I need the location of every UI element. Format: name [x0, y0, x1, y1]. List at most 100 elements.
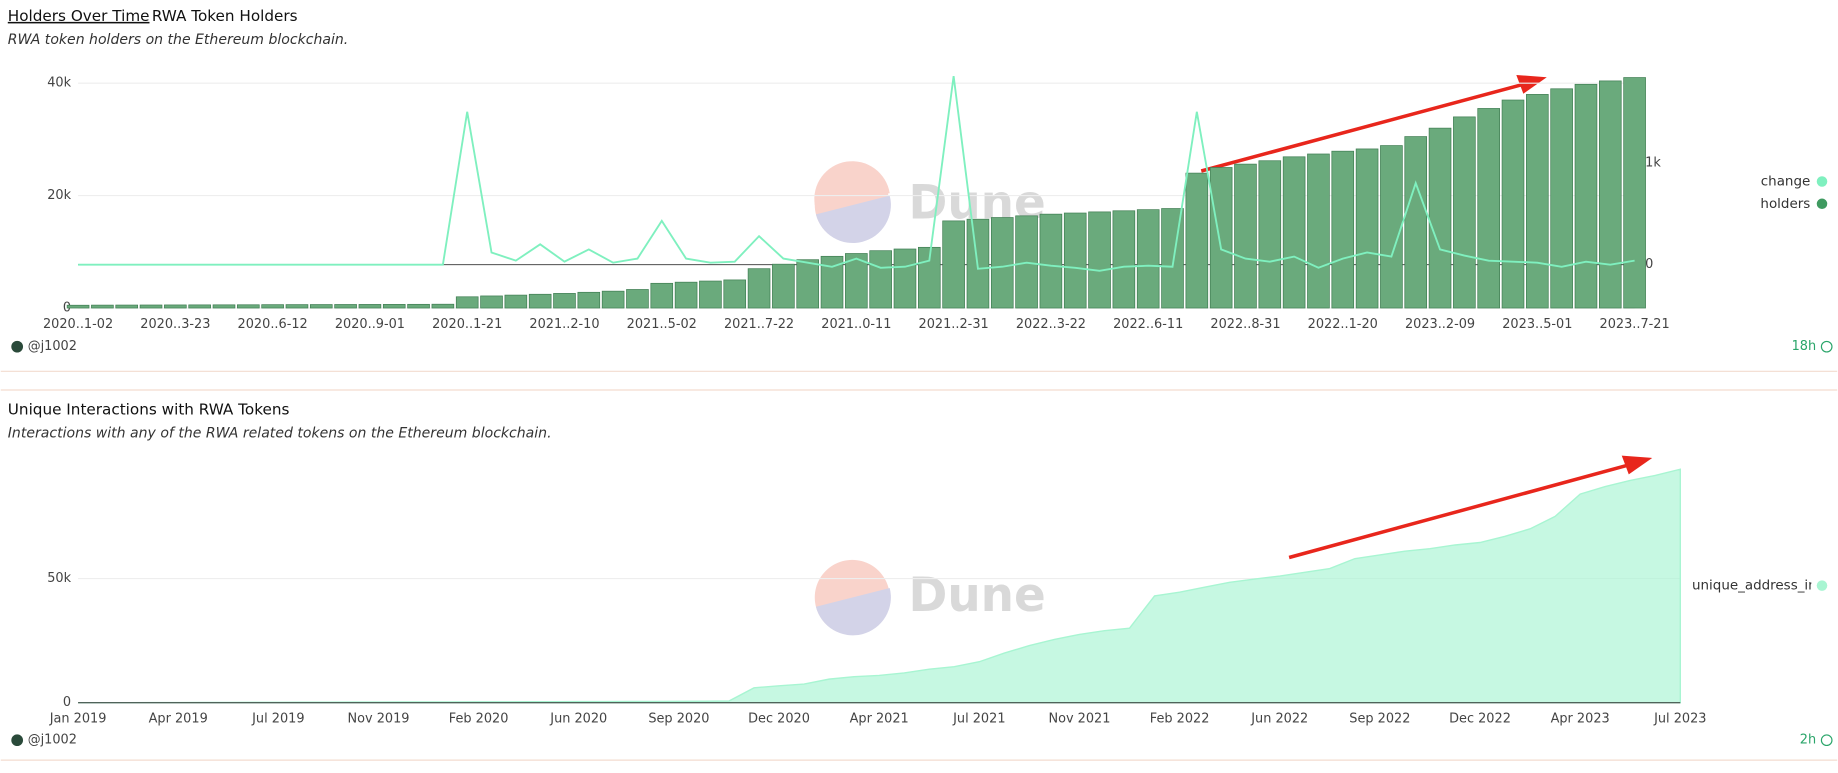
x-tick-label: Sep 2022 [1349, 712, 1410, 727]
legend-dot [1816, 198, 1828, 210]
bar [1331, 150, 1355, 309]
bar [382, 304, 406, 309]
bar [1112, 210, 1136, 309]
watermark-text: Dune [908, 569, 1045, 623]
y-tick-label: 50k [47, 571, 71, 586]
bar [407, 303, 430, 309]
x-tick-label: Dec 2020 [748, 712, 810, 727]
bar [1501, 99, 1525, 309]
x-tick-label: Dec 2022 [1449, 712, 1511, 727]
bar [1234, 163, 1257, 309]
avatar[interactable] [11, 340, 24, 353]
author[interactable]: @j1002 [28, 339, 77, 354]
bar [1209, 167, 1233, 309]
bar [650, 282, 674, 309]
x-tick-label: Jul 2019 [251, 712, 304, 727]
x-tick-label: 2020..6-12 [238, 317, 308, 332]
bar [869, 250, 892, 309]
x-tick-label: Jun 2020 [549, 712, 607, 727]
x-tick-label: 2020..1-02 [43, 317, 113, 332]
area [78, 468, 1681, 704]
x-tick-label: 2023..5-01 [1502, 317, 1572, 332]
bar [164, 304, 187, 309]
chart-title[interactable]: Holders Over Time [8, 7, 150, 25]
bar [845, 253, 868, 309]
x-tick-label: Jun 2022 [1250, 712, 1308, 727]
bar [139, 304, 163, 309]
bar [772, 263, 795, 309]
updated-icon [1820, 340, 1833, 353]
bar [893, 248, 917, 309]
bar [455, 296, 479, 309]
x-tick-label: 2020..3-23 [140, 317, 210, 332]
bar [1598, 80, 1622, 309]
bar [1380, 145, 1403, 309]
bar [1088, 211, 1111, 309]
chart-subtitle: RWA token holders on the Ethereum blockc… [8, 32, 348, 48]
chart-tab[interactable]: RWA Token Holders [152, 7, 298, 25]
y-tick-label: 0 [63, 695, 71, 710]
x-tick-label: 2020..9-01 [335, 317, 405, 332]
bar [796, 259, 819, 309]
x-tick-label: Jul 2023 [1653, 712, 1706, 727]
x-tick-label: 2022..3-22 [1016, 317, 1086, 332]
x-tick-label: 2023..2-09 [1405, 317, 1475, 332]
x-tick-label: Apr 2021 [850, 712, 909, 727]
bar [91, 304, 114, 309]
updated: 18h [1792, 339, 1817, 354]
bar [237, 304, 260, 309]
watermark: Dune [814, 161, 1046, 244]
legend-label: holders [1760, 197, 1810, 212]
y-tick-label: 40k [47, 76, 71, 91]
bar [820, 255, 844, 309]
bar [1136, 209, 1160, 309]
line [78, 76, 1635, 272]
bar [1185, 172, 1209, 309]
x-tick-label: 2022..1-20 [1308, 317, 1378, 332]
x-tick-label: 2021..7-22 [724, 317, 794, 332]
x-tick-label: Nov 2021 [1048, 712, 1110, 727]
bar [66, 304, 90, 309]
chart-subtitle: Interactions with any of the RWA related… [8, 425, 552, 441]
bar [747, 268, 771, 309]
bar [528, 293, 552, 309]
bar [674, 281, 698, 309]
annotation-arrow [1288, 455, 1653, 560]
legend-label: change [1761, 175, 1811, 190]
bar [553, 293, 576, 309]
x-tick-label: 2022..8-31 [1210, 317, 1280, 332]
x-tick-label: Jan 2019 [49, 712, 107, 727]
bar [1282, 156, 1306, 309]
author[interactable]: @j1002 [28, 733, 77, 748]
x-tick-label: Jul 2021 [952, 712, 1005, 727]
bar [285, 304, 309, 309]
bar [309, 304, 333, 309]
bar [358, 304, 382, 309]
legend-item[interactable]: holders [1760, 197, 1810, 212]
x-tick-label: 2021..5-02 [627, 317, 697, 332]
chart-title: Unique Interactions with RWA Tokens [8, 400, 290, 418]
x-tick-label: 2020..1-21 [432, 317, 502, 332]
bar [504, 294, 528, 309]
legend-item[interactable]: change [1761, 175, 1811, 190]
bar [1258, 160, 1282, 309]
bar [1526, 94, 1549, 309]
bar [431, 303, 455, 309]
updated-icon [1820, 734, 1833, 747]
x-tick-label: 2021..2-10 [529, 317, 599, 332]
bar [1550, 88, 1573, 309]
bar [626, 289, 649, 309]
legend-item[interactable]: unique_address_in [1692, 579, 1817, 594]
avatar[interactable] [11, 734, 24, 747]
y-tick-label: 20k [47, 188, 71, 203]
bar [723, 279, 747, 309]
x-tick-label: Feb 2022 [1150, 712, 1210, 727]
y2-tick-label: 0 [1645, 257, 1653, 272]
bar [1355, 148, 1379, 309]
bar [1453, 116, 1476, 309]
bar [480, 295, 503, 309]
bar [1039, 213, 1063, 309]
x-tick-label: Feb 2020 [449, 712, 509, 727]
bar [188, 304, 211, 309]
x-tick-label: 2023..7-21 [1600, 317, 1670, 332]
